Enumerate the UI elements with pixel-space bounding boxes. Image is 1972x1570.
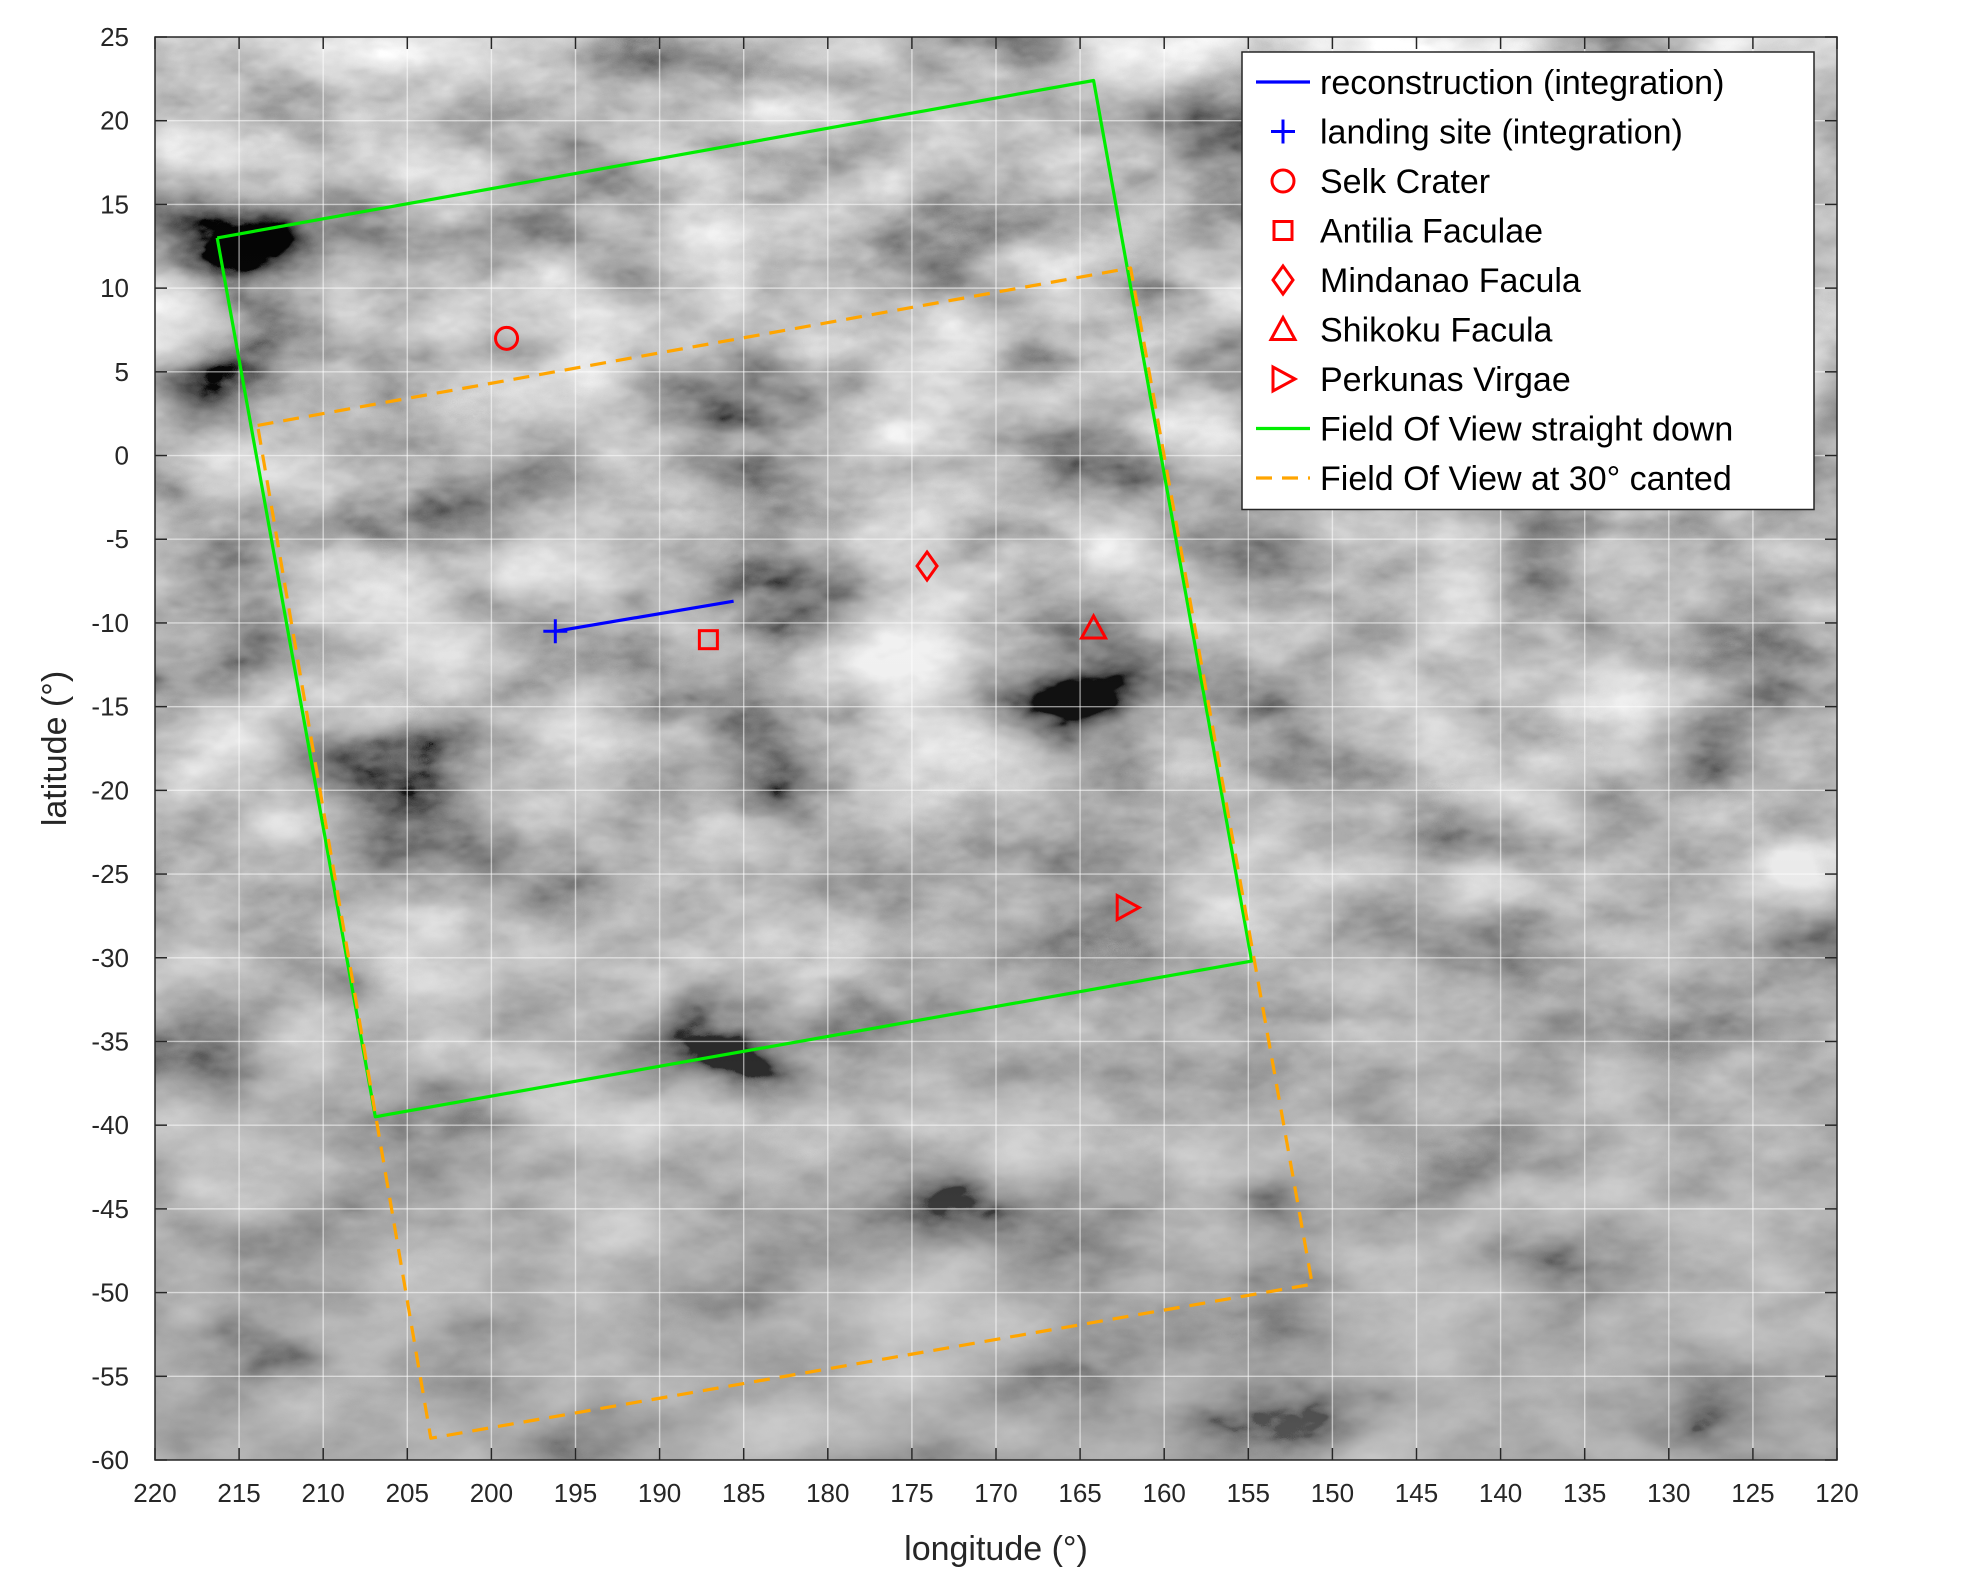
x-tick-label: 160 [1143, 1478, 1186, 1508]
legend-item-perkunas-virgae: Perkunas Virgae [1271, 361, 1571, 399]
x-tick-label: 165 [1058, 1478, 1101, 1508]
data-series [215, 78, 1314, 1440]
legend-label-perkunas-virgae: Perkunas Virgae [1320, 361, 1571, 399]
series-line-reconstruction-integration [555, 599, 734, 633]
x-tick-label: 170 [974, 1478, 1017, 1508]
series-perkunas-virgae [1115, 893, 1143, 923]
x-tick-label: 140 [1479, 1478, 1522, 1508]
marker-mindanao-facula [915, 549, 939, 583]
legend-label-mindanao-facula: Mindanao Facula [1320, 262, 1581, 300]
y-tick-label: -55 [91, 1361, 129, 1391]
series-line-field-of-view-straight-down [215, 78, 1254, 1119]
marker-landing-site-integration [543, 619, 568, 644]
y-tick-label: -10 [91, 608, 129, 638]
series-antilia-faculae [697, 629, 719, 651]
y-tick-label: -15 [91, 692, 129, 722]
legend-label-field-of-view-at-30-canted: Field Of View at 30° canted [1320, 460, 1732, 498]
legend-label-antilia-faculae: Antilia Faculae [1320, 213, 1543, 251]
legend-label-selk-crater: Selk Crater [1320, 163, 1490, 201]
marker-antilia-faculae [697, 629, 719, 651]
y-tick-label: 10 [100, 273, 129, 303]
y-tick-label: -60 [91, 1445, 129, 1475]
legend-item-landing-site-integration: landing site (integration) [1271, 114, 1683, 152]
series-selk-crater [494, 325, 520, 351]
y-tick-label: 15 [100, 189, 129, 219]
x-tick-label: 150 [1311, 1478, 1354, 1508]
legend-label-shikoku-facula: Shikoku Facula [1320, 312, 1553, 350]
x-tick-label: 195 [554, 1478, 597, 1508]
y-tick-label: 20 [100, 106, 129, 136]
legend-label-reconstruction-integration: reconstruction (integration) [1320, 64, 1724, 102]
y-tick-label: -30 [91, 943, 129, 973]
legend-item-shikoku-facula: Shikoku Facula [1268, 312, 1553, 350]
marker-shikoku-facula [1079, 612, 1109, 640]
y-tick-label: -45 [91, 1194, 129, 1224]
y-tick-label: 25 [100, 22, 129, 52]
legend-item-reconstruction-integration: reconstruction (integration) [1256, 64, 1724, 102]
legend-label-landing-site-integration: landing site (integration) [1320, 114, 1683, 152]
series-reconstruction-integration [555, 599, 734, 633]
legend-item-field-of-view-at-30-canted: Field Of View at 30° canted [1256, 460, 1732, 498]
legend: reconstruction (integration) landing site… [1241, 51, 1815, 511]
legend-swatch-shikoku-facula [1268, 314, 1298, 341]
x-axis-ticks: 220 215 210 205 200 195 190 185 180 175 170 165 160 1… [133, 37, 1859, 1508]
legend-box [1241, 51, 1815, 511]
x-tick-label: 130 [1647, 1478, 1690, 1508]
x-tick-label: 200 [470, 1478, 513, 1508]
legend-item-mindanao-facula: Mindanao Facula [1271, 262, 1581, 300]
y-tick-label: -35 [91, 1026, 129, 1056]
y-tick-label: -20 [91, 775, 129, 805]
legend-swatch-landing-site-integration [1271, 119, 1295, 144]
y-axis-label: latitude (°) [36, 671, 74, 826]
marker-perkunas-virgae [1115, 893, 1143, 923]
marker-selk-crater [494, 325, 520, 351]
y-tick-label: -5 [106, 524, 129, 554]
y-axis-ticks: 25 20 15 10 5 0 -5 -10 -15 -20 -25 -30 -35 -40 -45 -50 -… [91, 22, 1837, 1475]
x-tick-label: 120 [1815, 1478, 1858, 1508]
series-line-field-of-view-at-30-canted [256, 266, 1314, 1440]
x-tick-label: 145 [1395, 1478, 1438, 1508]
series-field-of-view-at-30-canted [256, 266, 1314, 1440]
legend-swatch-antilia-faculae [1272, 220, 1294, 241]
legend-swatch-perkunas-virgae [1271, 364, 1299, 394]
x-tick-label: 180 [806, 1478, 849, 1508]
x-tick-label: 210 [302, 1478, 345, 1508]
y-tick-label: 5 [115, 357, 129, 387]
legend-swatch-mindanao-facula [1271, 263, 1295, 297]
x-tick-label: 190 [638, 1478, 681, 1508]
x-tick-label: 185 [722, 1478, 765, 1508]
y-tick-label: 0 [115, 441, 129, 471]
x-tick-label: 220 [133, 1478, 176, 1508]
legend-item-antilia-faculae: Antilia Faculae [1272, 213, 1543, 251]
x-tick-label: 135 [1563, 1478, 1606, 1508]
series-landing-site-integration [543, 619, 568, 644]
x-tick-label: 205 [386, 1478, 429, 1508]
x-tick-label: 155 [1227, 1478, 1270, 1508]
series-mindanao-facula [915, 549, 939, 583]
legend-item-field-of-view-straight-down: Field Of View straight down [1256, 411, 1733, 449]
x-tick-label: 215 [217, 1478, 260, 1508]
legend-item-selk-crater: Selk Crater [1270, 163, 1490, 201]
legend-swatch-selk-crater [1270, 168, 1296, 194]
x-tick-label: 125 [1731, 1478, 1774, 1508]
x-axis-label: longitude (°) [904, 1530, 1088, 1568]
y-tick-label: -25 [91, 859, 129, 889]
y-tick-label: -50 [91, 1278, 129, 1308]
y-tick-label: -40 [91, 1110, 129, 1140]
series-field-of-view-straight-down [215, 78, 1254, 1119]
series-shikoku-facula [1079, 612, 1109, 640]
legend-label-field-of-view-straight-down: Field Of View straight down [1320, 411, 1733, 449]
x-tick-label: 175 [890, 1478, 933, 1508]
